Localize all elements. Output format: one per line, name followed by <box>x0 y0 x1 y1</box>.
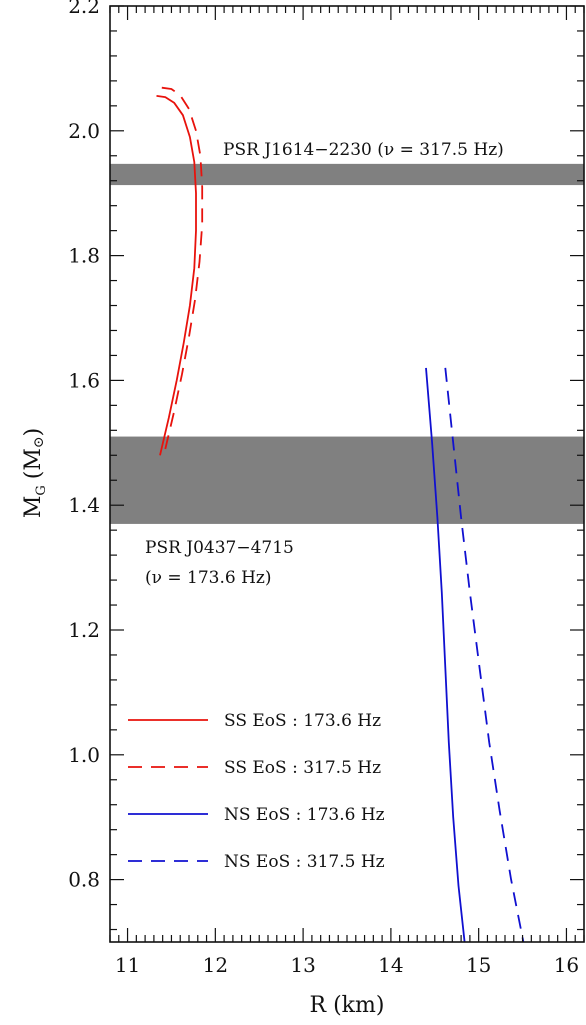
y-tick-label: 1.4 <box>68 493 100 517</box>
legend-label-2: NS EoS : 173.6 Hz <box>224 805 385 825</box>
band-0 <box>110 163 584 186</box>
tick-labels-layer: 11 12 13 14 15 16 0.8 1.0 1.2 1.4 1.6 1.8 2.0 2.2 <box>68 0 579 977</box>
y-tick-label: 0.8 <box>68 868 100 892</box>
x-tick-label: 12 <box>203 953 228 977</box>
series-line-3 <box>444 367 525 943</box>
legend: SS EoS : 173.6 Hz SS EoS : 317.5 Hz NS EoS… <box>128 711 385 872</box>
y-label-unit-sub: ⊙ <box>31 436 47 448</box>
y-tick-label: 1.2 <box>68 618 100 642</box>
x-tick-label: 14 <box>378 953 403 977</box>
y-label-unit: (M <box>21 448 46 479</box>
x-tick-label: 16 <box>554 953 579 977</box>
legend-label-3: NS EoS : 317.5 Hz <box>224 852 385 872</box>
band-label-j1614: PSR J1614−2230 (ν = 317.5 Hz) <box>223 140 504 160</box>
x-tick-label: 13 <box>290 953 315 977</box>
band-label-j0437-freq: (ν = 173.6 Hz) <box>145 568 272 588</box>
series-line-2 <box>425 367 466 943</box>
legend-label-1: SS EoS : 317.5 Hz <box>224 758 381 778</box>
series-line-0 <box>156 95 197 456</box>
y-tick-label: 2.0 <box>68 119 100 143</box>
band-label-j0437-name: PSR J0437−4715 <box>145 538 294 558</box>
y-tick-label: 1.6 <box>68 368 100 392</box>
legend-label-0: SS EoS : 173.6 Hz <box>224 711 381 731</box>
y-tick-label: 1.0 <box>68 743 100 767</box>
y-tick-label: 1.8 <box>68 244 100 268</box>
y-tick-label: 2.2 <box>68 0 100 18</box>
series-layer <box>156 86 525 943</box>
ticks-layer <box>109 5 585 942</box>
bands-layer <box>110 163 584 524</box>
y-label-unit-close: ) <box>21 428 46 437</box>
y-axis-label: MG (M⊙) <box>21 428 49 518</box>
y-label-main: M <box>21 496 46 519</box>
x-tick-label: 11 <box>115 953 140 977</box>
x-tick-label: 15 <box>466 953 491 977</box>
band-1 <box>110 436 584 524</box>
x-axis-label: R (km) <box>310 993 385 1018</box>
y-label-sub: G <box>34 485 49 495</box>
series-line-1 <box>161 86 204 450</box>
